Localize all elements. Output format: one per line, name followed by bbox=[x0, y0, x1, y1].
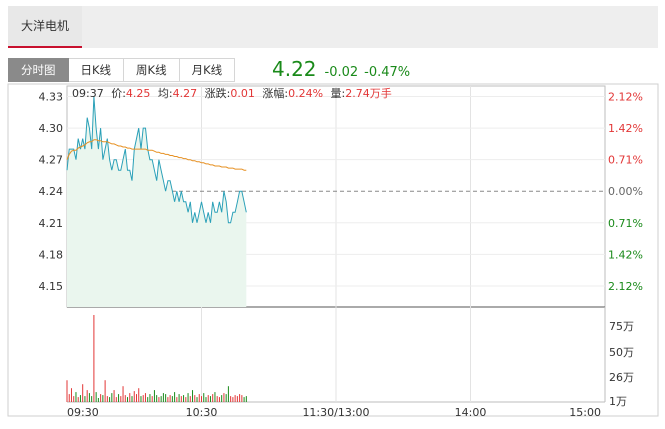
tab-daily-k[interactable]: 日K线 bbox=[68, 58, 125, 82]
price-change-pct: -0.47% bbox=[364, 65, 411, 80]
info-line: 09:37 价:4.25 均:4.27 涨跌:0.01 涨幅:0.24% 量:2… bbox=[72, 86, 392, 100]
pct-tick-label: 2.12% bbox=[608, 280, 643, 293]
x-tick-label: 10:30 bbox=[186, 406, 218, 419]
volume-tick-label: 75万 bbox=[609, 320, 634, 333]
price-change: -0.02 bbox=[324, 65, 359, 80]
info-price: 4.25 bbox=[126, 87, 151, 100]
pct-tick-label: 0.71% bbox=[608, 154, 643, 167]
volume-tick-label: 1万 bbox=[609, 395, 627, 408]
stock-header-bar: 大洋电机 bbox=[8, 6, 658, 48]
y-tick-label: 4.18 bbox=[39, 248, 64, 261]
y-tick-label: 4.33 bbox=[39, 91, 64, 104]
tab-weekly-k[interactable]: 周K线 bbox=[124, 58, 180, 82]
quote-summary: 4.22 -0.02 -0.47% bbox=[272, 57, 410, 81]
pct-tick-label: 1.42% bbox=[608, 122, 643, 135]
chart-type-tabs: 分时图 日K线 周K线 月K线 bbox=[8, 58, 236, 82]
pct-tick-label: 0.00% bbox=[608, 185, 643, 198]
current-price: 4.22 bbox=[272, 57, 317, 81]
info-amp-label: 涨幅: bbox=[262, 87, 288, 100]
info-vol-label: 量: bbox=[331, 87, 346, 100]
stock-name-tab[interactable]: 大洋电机 bbox=[8, 6, 82, 48]
info-vol: 2.74万手 bbox=[345, 86, 392, 100]
avg-price-line bbox=[66, 139, 247, 171]
price-area-fill bbox=[67, 96, 247, 307]
info-avg: 4.27 bbox=[173, 87, 198, 100]
y-tick-label: 4.24 bbox=[39, 185, 64, 198]
info-avg-label: 均: bbox=[158, 87, 173, 100]
y-tick-label: 4.27 bbox=[39, 154, 64, 167]
y-tick-label: 4.21 bbox=[39, 217, 64, 230]
chart-outer-frame bbox=[7, 83, 659, 417]
volume-tick-label: 26万 bbox=[609, 371, 634, 384]
tab-intraday[interactable]: 分时图 bbox=[8, 58, 69, 82]
pct-tick-label: 1.42% bbox=[608, 248, 643, 261]
info-change: 0.01 bbox=[230, 87, 255, 100]
y-tick-label: 4.15 bbox=[39, 280, 64, 293]
price-line bbox=[66, 96, 247, 224]
tab-monthly-k[interactable]: 月K线 bbox=[179, 58, 236, 82]
info-time: 09:37 bbox=[72, 87, 104, 100]
x-tick-label: 11:30/13:00 bbox=[302, 406, 369, 419]
info-amp: 0.24% bbox=[288, 87, 323, 100]
info-price-label: 价: bbox=[111, 87, 126, 100]
pct-tick-label: 2.12% bbox=[608, 91, 643, 104]
x-tick-label: 09:30 bbox=[67, 406, 99, 419]
x-tick-label: 15:00 bbox=[569, 406, 601, 419]
pct-tick-label: 0.71% bbox=[608, 217, 643, 230]
y-tick-label: 4.30 bbox=[39, 122, 64, 135]
x-tick-label: 14:00 bbox=[455, 406, 487, 419]
volume-tick-label: 50万 bbox=[609, 346, 634, 359]
info-change-label: 涨跌: bbox=[205, 86, 231, 100]
